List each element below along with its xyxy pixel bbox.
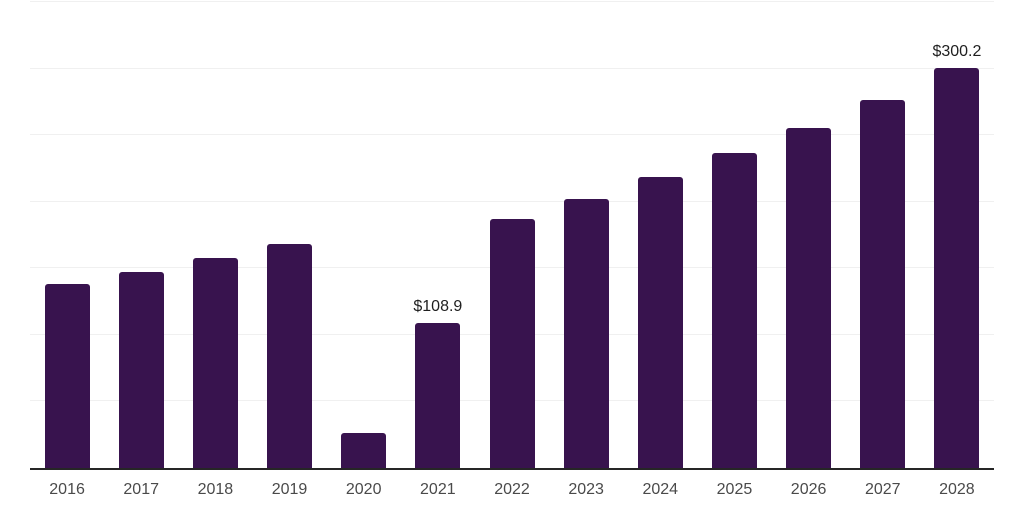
gridline-250 <box>30 134 994 136</box>
bar-2028 <box>934 68 980 468</box>
data-label-2028: $300.2 <box>932 43 982 61</box>
x-tick-label-2028: 2028 <box>939 481 975 498</box>
x-tick-label-2019: 2019 <box>271 481 308 498</box>
gridline-350 <box>30 1 994 2</box>
bar-2018 <box>192 257 238 468</box>
bar-2024 <box>637 177 683 468</box>
x-tick-label-2020: 2020 <box>345 481 382 498</box>
bar-2023 <box>563 199 609 468</box>
x-tick-label-2018: 2018 <box>197 481 234 498</box>
x-tick-label-2024: 2024 <box>642 481 679 498</box>
x-tick-label-2025: 2025 <box>716 481 753 498</box>
x-tick-label-2026: 2026 <box>790 481 827 498</box>
gridline-200 <box>30 200 994 202</box>
gridline-300 <box>30 67 994 69</box>
plot-area: $108.9 $300.2 <box>30 1 994 470</box>
bar-2020 <box>341 432 387 468</box>
bar-2016 <box>44 284 90 468</box>
bar-2026 <box>786 127 832 468</box>
x-tick-label-2016: 2016 <box>49 481 85 498</box>
x-tick-label-2017: 2017 <box>123 481 159 498</box>
data-label-2021: $108.9 <box>413 298 463 316</box>
x-axis: 2016 2017 2018 2019 2020 2021 2022 2023 2024 2025… <box>30 470 994 512</box>
bar-2025 <box>711 153 757 468</box>
bar-2021 <box>415 323 461 468</box>
x-tick-label-2027: 2027 <box>864 481 901 498</box>
bar-2017 <box>118 272 164 468</box>
x-tick-label-2023: 2023 <box>568 481 604 498</box>
bar-2027 <box>860 99 906 468</box>
bar-2022 <box>489 219 535 468</box>
x-tick-label-2022: 2022 <box>494 481 530 498</box>
bar-2019 <box>267 243 313 468</box>
x-tick-label-2021: 2021 <box>420 481 456 498</box>
